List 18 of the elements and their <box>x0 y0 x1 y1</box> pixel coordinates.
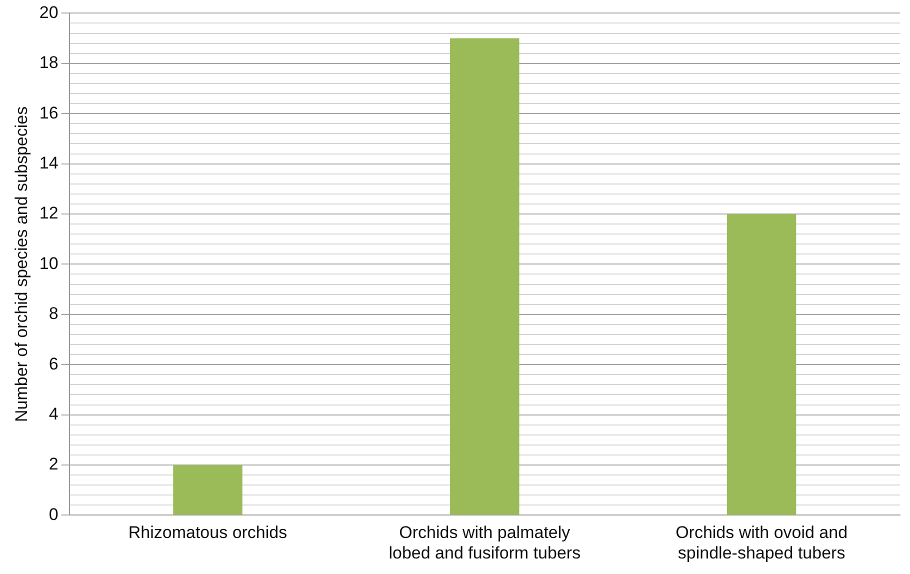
y-tick-label: 20 <box>39 2 58 22</box>
y-tick-label: 16 <box>39 103 58 122</box>
y-tick-label: 0 <box>48 504 58 524</box>
bar <box>173 465 242 515</box>
y-tick-label: 8 <box>48 304 58 324</box>
x-tick-label: Orchids with ovoid and spindle-shaped tubers <box>676 523 848 562</box>
bar <box>450 38 520 515</box>
y-tick-label: 6 <box>48 354 58 374</box>
x-tick-label: Orchids with palmately lobed and fusiform tubers <box>388 523 581 562</box>
x-tick-label: Rhizomatous orchids <box>128 523 288 542</box>
y-tick-label: 2 <box>48 454 58 474</box>
y-tick-label: 12 <box>39 204 58 223</box>
y-tick-label: 14 <box>39 153 58 172</box>
y-axis-title: Number of orchid species and subspecies <box>12 106 31 422</box>
y-tick-label: 4 <box>48 404 58 424</box>
y-tick-label: 10 <box>39 254 58 273</box>
bar <box>726 214 796 515</box>
y-tick-label: 18 <box>39 53 58 72</box>
